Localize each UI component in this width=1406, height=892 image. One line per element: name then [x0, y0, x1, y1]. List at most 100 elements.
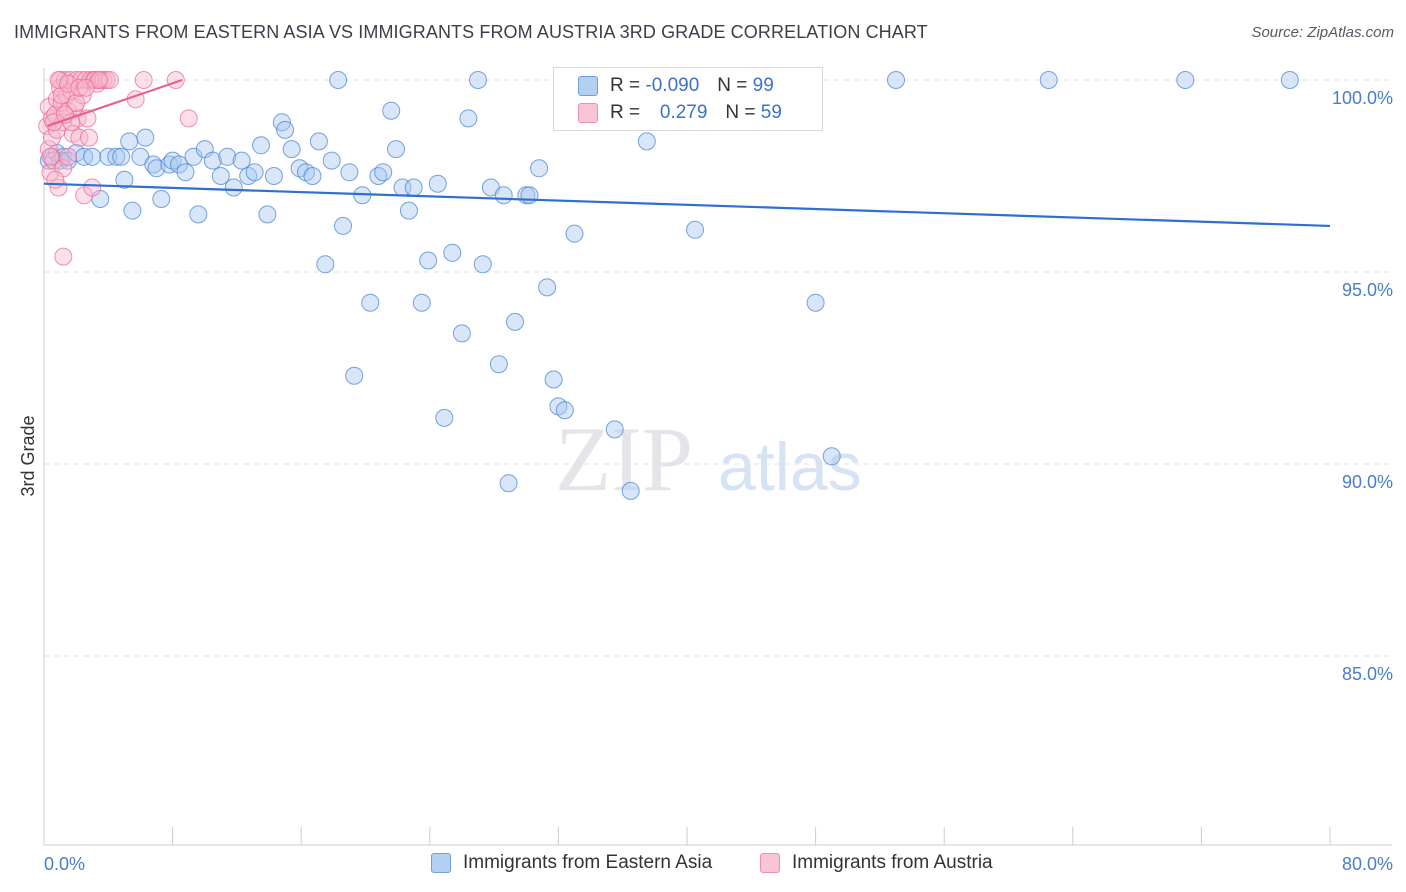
point-eastern-asia: [107, 147, 126, 166]
point-austria: [54, 247, 73, 266]
point-eastern-asia: [1280, 71, 1299, 89]
legend-swatch-pink: [578, 103, 598, 123]
point-eastern-asia: [152, 190, 171, 208]
point-eastern-asia: [334, 216, 352, 235]
point-eastern-asia: [1176, 71, 1195, 89]
point-eastern-asia: [452, 324, 471, 343]
bottom-legend-eastern-asia: Immigrants from Eastern Asia: [431, 852, 712, 874]
watermark-atlas: atlas: [718, 429, 862, 505]
series-eastern-asia-points: [39, 71, 1299, 500]
point-eastern-asia: [459, 109, 478, 128]
point-eastern-asia: [530, 159, 549, 178]
point-eastern-asia: [538, 278, 557, 297]
point-eastern-asia: [499, 474, 518, 493]
point-austria: [76, 78, 95, 97]
point-eastern-asia: [340, 163, 359, 182]
point-eastern-asia: [565, 224, 584, 243]
point-eastern-asia: [345, 366, 364, 385]
point-eastern-asia: [404, 178, 423, 197]
point-eastern-asia: [224, 178, 243, 197]
x-tick-labels: 0.0% 80.0%: [44, 854, 1393, 874]
point-eastern-asia: [170, 155, 188, 174]
point-eastern-asia: [115, 170, 134, 189]
axes: [43, 68, 1392, 846]
chart-title: IMMIGRANTS FROM EASTERN ASIA VS IMMIGRAN…: [14, 22, 928, 42]
point-eastern-asia: [520, 186, 539, 205]
point-eastern-asia: [412, 293, 431, 312]
x-tick-label: 0.0%: [44, 854, 85, 874]
watermark-zip: ZIP: [555, 408, 693, 510]
point-eastern-asia: [806, 293, 825, 312]
point-eastern-asia: [887, 71, 905, 89]
bottom-legend-label-austria: Immigrants from Austria: [792, 852, 993, 873]
point-eastern-asia: [322, 151, 341, 170]
point-eastern-asia: [822, 447, 841, 466]
point-austria: [70, 78, 89, 97]
trend-lines: [43, 78, 1331, 228]
point-eastern-asia: [469, 71, 487, 89]
point-eastern-asia: [555, 401, 574, 420]
point-eastern-asia: [136, 128, 155, 147]
bottom-legend-swatch-blue: [431, 853, 451, 873]
point-eastern-asia: [303, 167, 322, 185]
point-austria: [52, 86, 71, 105]
point-eastern-asia: [443, 243, 462, 262]
point-eastern-asia: [276, 120, 295, 139]
y-tick-label: 95.0%: [1342, 280, 1393, 300]
point-eastern-asia: [83, 147, 102, 166]
point-austria: [49, 71, 68, 89]
point-eastern-asia: [252, 136, 270, 155]
legend-n-label: N =: [717, 75, 748, 96]
point-eastern-asia: [232, 151, 251, 170]
point-eastern-asia: [399, 201, 418, 220]
point-eastern-asia: [428, 174, 447, 193]
correlation-legend: R = -0.090 N = 99 R = 0.279 N = 59: [553, 67, 823, 131]
point-eastern-asia: [637, 132, 656, 151]
trend-line-austria: [46, 78, 183, 128]
point-austria: [59, 147, 78, 166]
point-eastern-asia: [494, 186, 513, 205]
legend-r-value-austria: 0.279: [659, 102, 708, 123]
point-eastern-asia: [686, 220, 704, 239]
legend-n-value-austria: 59: [760, 102, 782, 123]
watermark: ZIP atlas: [555, 408, 862, 510]
point-eastern-asia: [544, 370, 563, 389]
point-eastern-asia: [435, 408, 454, 427]
point-eastern-asia: [112, 147, 131, 166]
point-austria: [46, 170, 65, 189]
point-austria: [62, 113, 81, 132]
point-eastern-asia: [282, 140, 301, 159]
point-austria: [41, 147, 60, 166]
point-eastern-asia: [264, 167, 283, 185]
point-austria: [59, 74, 78, 93]
legend-row-austria: R = 0.279 N = 59: [578, 100, 782, 126]
source-credit: Source: ZipAtlas.com: [1251, 24, 1394, 41]
bottom-legend-swatch-pink: [760, 853, 780, 873]
y-tick-label: 100.0%: [1332, 88, 1393, 108]
point-eastern-asia: [309, 132, 328, 151]
point-eastern-asia: [473, 255, 492, 274]
legend-swatch-blue: [578, 76, 598, 96]
point-austria: [70, 128, 89, 147]
point-eastern-asia: [245, 163, 264, 182]
bottom-legend-label-eastern-asia: Immigrants from Eastern Asia: [463, 852, 713, 873]
point-eastern-asia: [419, 251, 438, 270]
point-eastern-asia: [382, 101, 401, 120]
point-eastern-asia: [1039, 71, 1058, 89]
x-tick-label: 80.0%: [1342, 854, 1393, 874]
trend-line-eastern-asia: [43, 182, 1331, 228]
y-tick-label: 90.0%: [1342, 472, 1393, 492]
legend-n-label: N =: [725, 102, 756, 123]
y-axis-label: 3rd Grade: [18, 415, 38, 496]
point-eastern-asia: [506, 312, 524, 331]
point-eastern-asia: [489, 355, 508, 374]
legend-r-label: R =: [610, 102, 641, 123]
point-eastern-asia: [316, 255, 335, 274]
point-eastern-asia: [176, 163, 195, 182]
point-eastern-asia: [605, 420, 624, 439]
point-austria: [134, 71, 153, 89]
point-eastern-asia: [387, 140, 405, 159]
point-eastern-asia: [258, 205, 277, 224]
bottom-legend-austria: Immigrants from Austria: [760, 852, 993, 874]
